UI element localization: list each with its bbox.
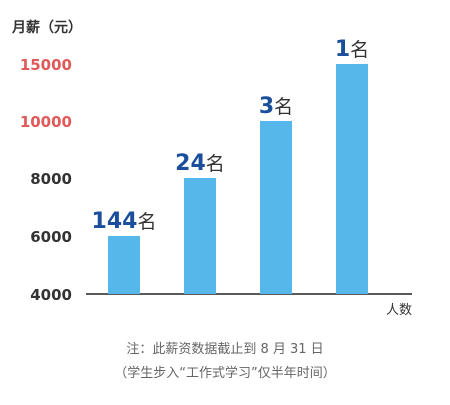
bar (108, 236, 140, 294)
bars (108, 64, 368, 294)
bar-labels: 144名 24名 3名 1名 (92, 37, 370, 234)
bar-value-label: 3名 (259, 94, 293, 119)
y-tick-label: 15000 (20, 56, 72, 74)
bar (336, 64, 368, 294)
bar (260, 121, 292, 294)
y-tick-label: 10000 (20, 113, 72, 131)
footnote-line-2: （学生步入“工作式学习”仅半年时间） (114, 366, 336, 381)
y-tick-label: 8000 (30, 170, 72, 188)
y-axis-label: 月薪（元） (11, 19, 82, 36)
bar-value-label: 1名 (335, 37, 369, 62)
y-tick-label: 4000 (30, 286, 72, 304)
bar (184, 178, 216, 294)
bar-value-label: 144名 (92, 209, 157, 234)
bar-value-label: 24名 (175, 151, 225, 176)
y-tick-label: 6000 (30, 228, 72, 246)
y-tick-labels: 4000 6000 8000 10000 15000 (20, 56, 72, 304)
x-axis-label: 人数 (386, 303, 412, 318)
footnote-line-1: 注：此薪资数据截止到 8 月 31 日 (126, 342, 324, 357)
